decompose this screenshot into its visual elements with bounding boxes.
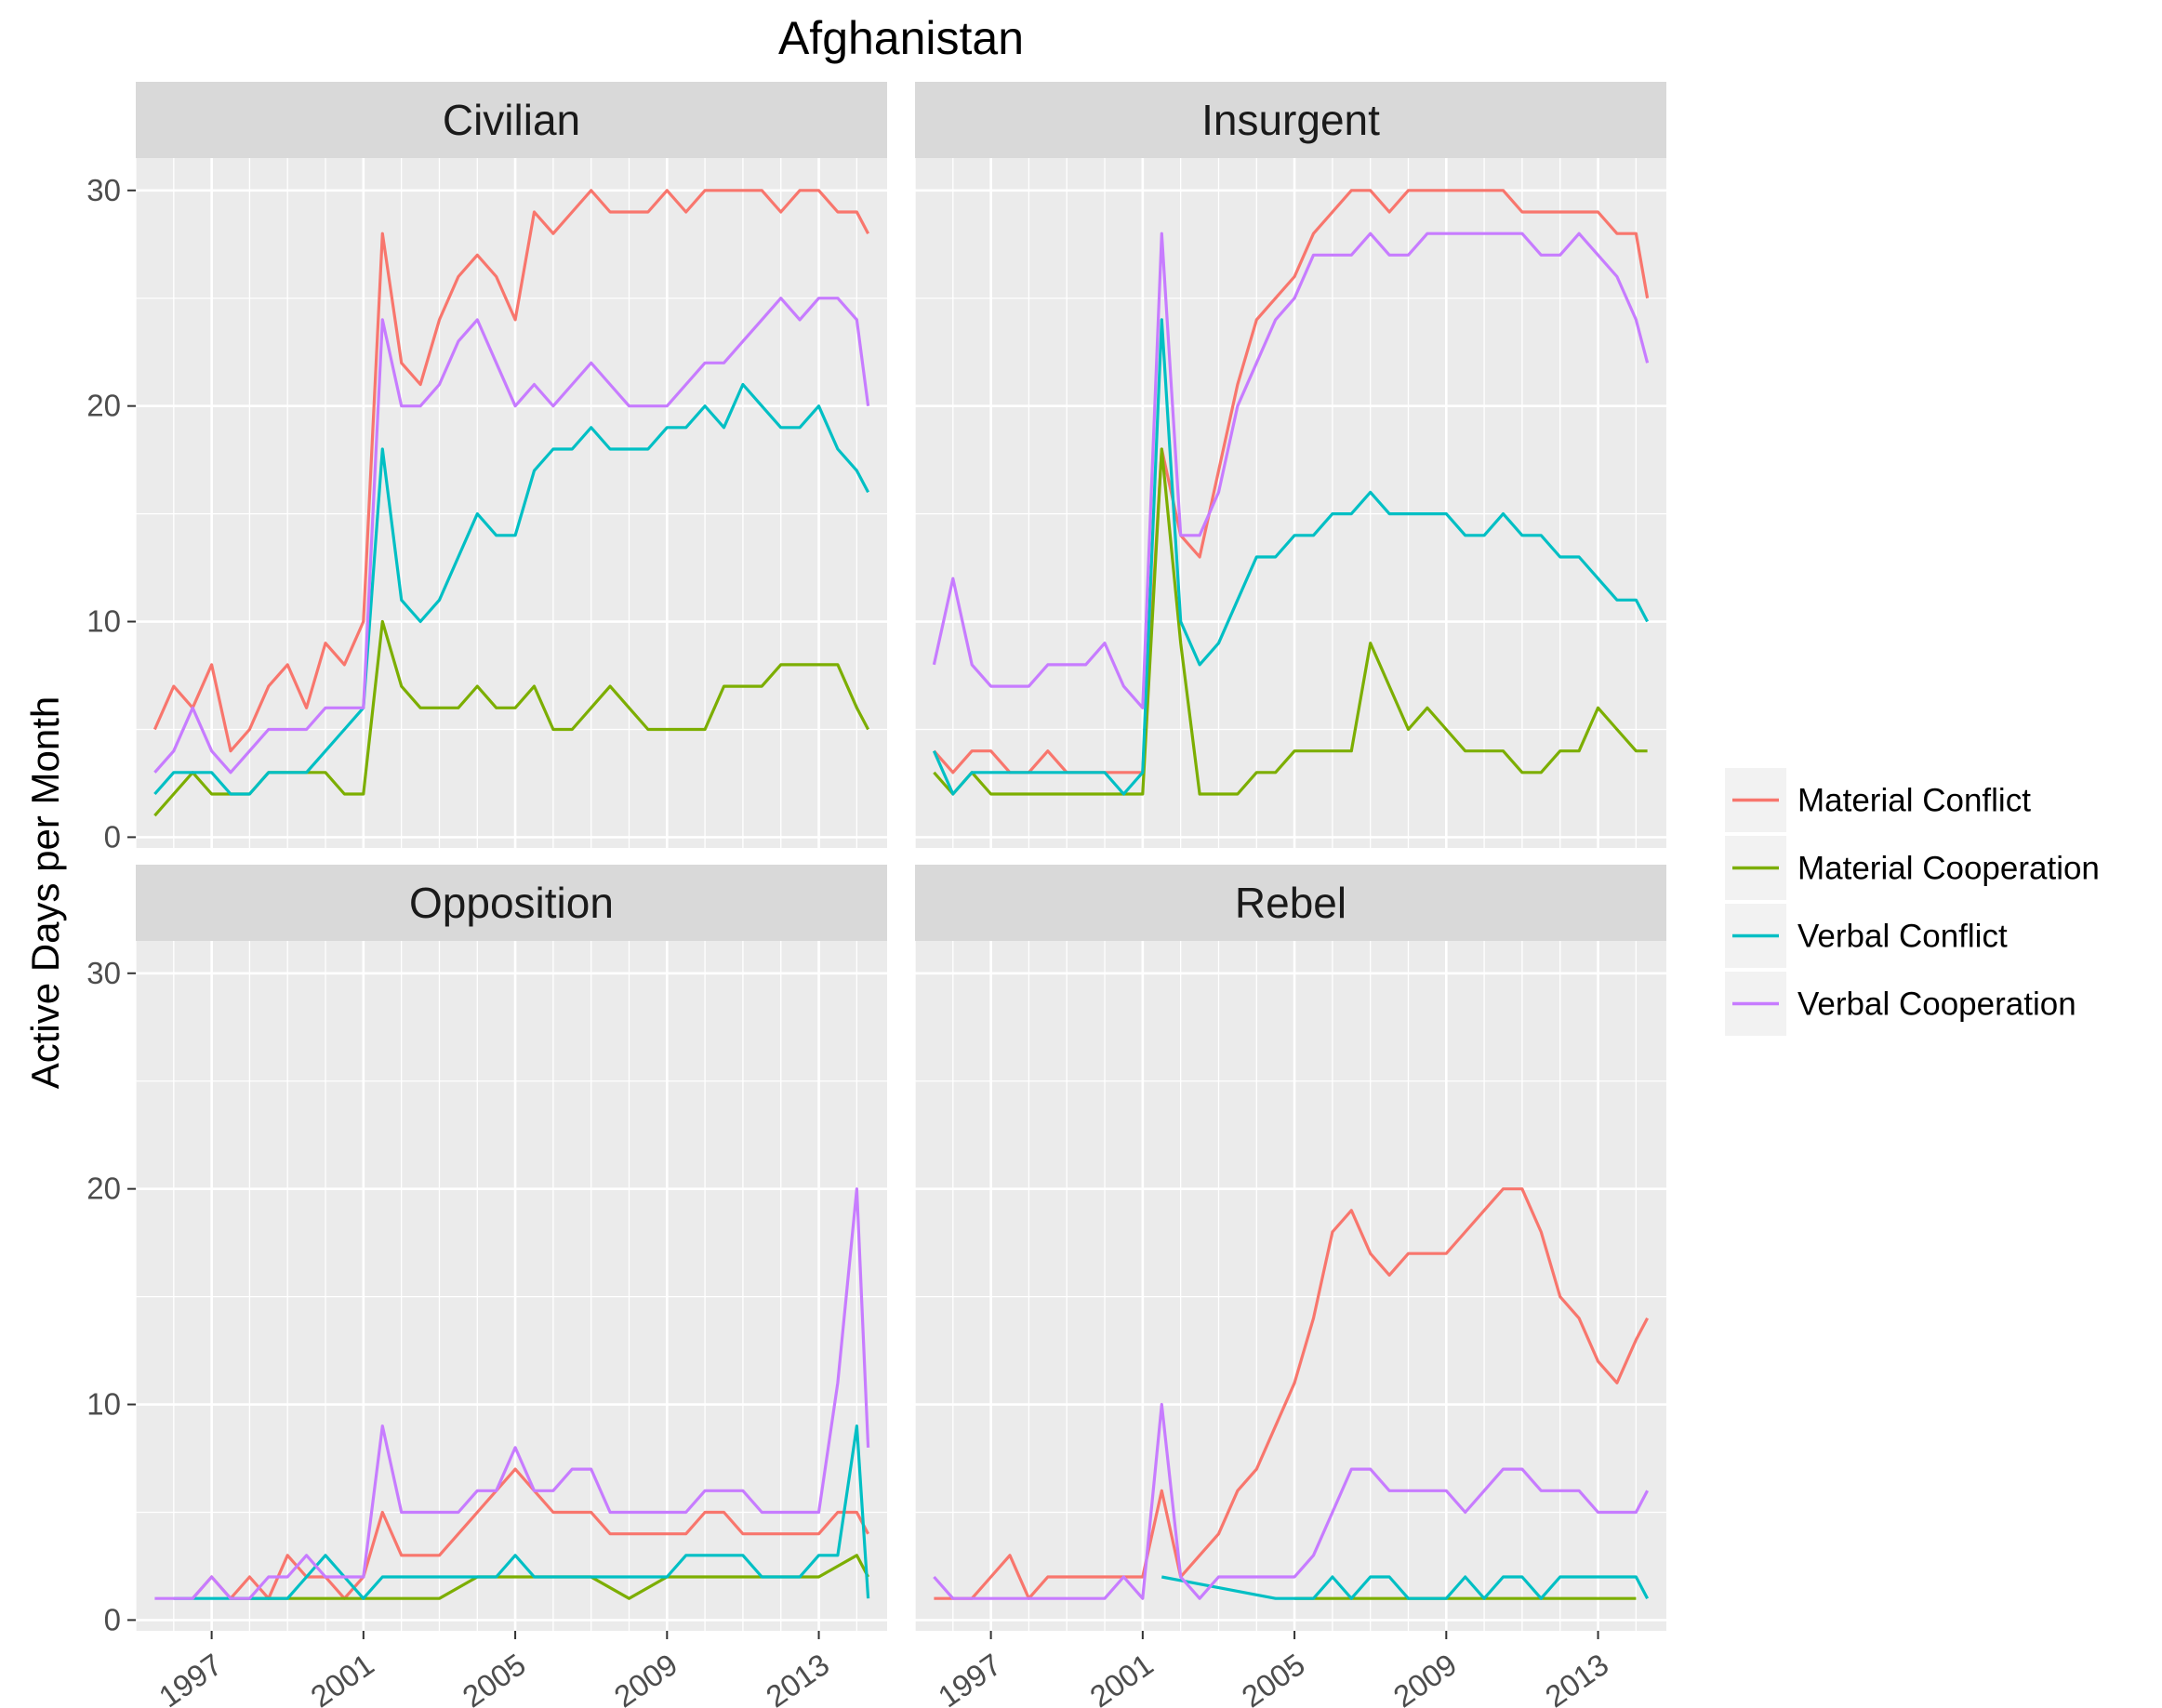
legend-label: Verbal Conflict	[1797, 919, 2008, 955]
y-tick-label: 20	[86, 1172, 121, 1206]
facet-rebel: Rebel 1997 2001 2005 2009 2013	[914, 865, 1666, 1708]
x-tick-label: 2009	[608, 1647, 683, 1708]
series-line-verbal-cooperation	[154, 1187, 870, 1600]
plot-background	[136, 941, 887, 1631]
legend-label: Verbal Cooperation	[1797, 986, 2076, 1023]
series-line-material-conflict	[153, 189, 870, 753]
facet-strip	[136, 82, 887, 158]
y-tick-label: 10	[86, 1387, 121, 1422]
legend-item-verbal-cooperation: Verbal Cooperation	[1725, 972, 2076, 1036]
legend: Material Conflict Material Cooperation Ver…	[1725, 768, 2100, 1036]
x-tick-label: 1997	[932, 1647, 1007, 1708]
series-line-verbal-cooperation	[932, 232, 1650, 709]
series-line-material-conflict	[934, 1187, 1650, 1600]
x-tick-label: 2013	[760, 1647, 835, 1708]
legend-label: Material Cooperation	[1797, 851, 2100, 887]
facet-civilian: Civilian 0 10 20 30	[86, 82, 887, 854]
legend-label: Material Conflict	[1797, 783, 2031, 819]
x-tick-label: 1997	[153, 1647, 228, 1708]
y-tick-label: 30	[86, 956, 121, 990]
series-line-verbal-conflict	[932, 318, 1650, 796]
series-line-verbal-conflict	[1161, 1575, 1650, 1600]
plot-background	[915, 158, 1666, 848]
series-line-verbal-conflict	[153, 382, 870, 796]
series-line-material-cooperation	[933, 447, 1648, 796]
x-tick-label: 2005	[456, 1647, 531, 1708]
legend-item-material-conflict: Material Conflict	[1725, 768, 2031, 832]
y-tick-label: 30	[86, 173, 121, 207]
y-tick-label: 10	[86, 604, 121, 639]
x-tick-label: 2009	[1387, 1647, 1463, 1708]
x-tick-label: 2013	[1539, 1647, 1614, 1708]
facet-strip	[915, 82, 1666, 158]
legend-item-verbal-conflict: Verbal Conflict	[1725, 904, 2008, 968]
series-line-verbal-conflict	[173, 1424, 870, 1600]
series-line-material-conflict	[933, 189, 1650, 775]
facet-strip-label: Rebel	[1235, 879, 1346, 927]
y-tick-label: 0	[104, 1602, 121, 1636]
facet-strip	[136, 865, 887, 941]
chart-title: Afghanistan	[778, 12, 1024, 64]
facet-strip	[915, 865, 1666, 941]
x-tick-label: 2001	[1083, 1647, 1159, 1708]
x-tick-label: 2001	[304, 1647, 379, 1708]
facet-strip-label: Civilian	[443, 96, 580, 144]
series-line-verbal-cooperation	[153, 297, 870, 775]
facet-strip-label: Opposition	[409, 879, 614, 927]
y-tick-label: 20	[86, 389, 121, 423]
plot-background	[915, 941, 1666, 1631]
series-line-verbal-cooperation	[933, 1402, 1650, 1600]
x-tick-label: 2005	[1235, 1647, 1310, 1708]
y-axis-label: Active Days per Month	[23, 696, 67, 1090]
y-tick-label: 0	[104, 819, 121, 854]
facet-strip-label: Insurgent	[1201, 96, 1380, 144]
plot-background	[136, 158, 887, 848]
facet-panels: Civilian 0 10 20 30 Insurgent Opposition 0 10 20 3…	[86, 82, 1666, 1708]
legend-item-material-cooperation: Material Cooperation	[1725, 836, 2100, 900]
facet-insurgent: Insurgent	[914, 82, 1666, 848]
facet-opposition: Opposition 0 10 20 30 1997 2001 2005 2009 2013	[86, 865, 887, 1708]
